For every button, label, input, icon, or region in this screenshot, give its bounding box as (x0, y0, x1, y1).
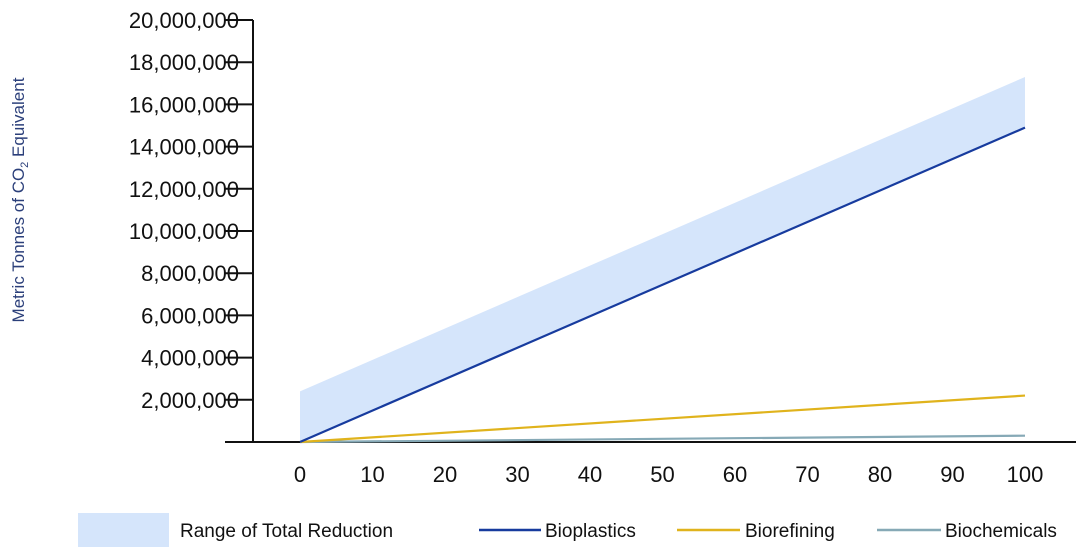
y-tick-label: 20,000,000 (129, 8, 239, 33)
y-tick-label: 12,000,000 (129, 177, 239, 202)
y-tick-label: 2,000,000 (141, 388, 239, 413)
x-tick-label: 60 (723, 462, 747, 487)
x-tick-label: 20 (433, 462, 457, 487)
band-total-reduction (300, 76, 1025, 442)
y-tick-label: 18,000,000 (129, 50, 239, 75)
y-tick-label: 14,000,000 (129, 135, 239, 160)
legend: Range of Total Reduction Bioplastics Biore… (78, 513, 1057, 547)
y-tick-label: 10,000,000 (129, 219, 239, 244)
x-tick-label: 10 (360, 462, 384, 487)
x-tick-label: 70 (795, 462, 819, 487)
x-tick-label: 80 (868, 462, 892, 487)
series-layer (299, 126, 1026, 444)
legend-label-band: Range of Total Reduction (180, 521, 393, 542)
band-layer (300, 76, 1025, 442)
legend-label-biorefining: Biorefining (745, 521, 835, 542)
series-line-bioplastics (299, 126, 1026, 444)
legend-label-biochemicals: Biochemicals (945, 521, 1057, 542)
series-line-biorefining (299, 394, 1026, 444)
x-tick-label: 90 (940, 462, 964, 487)
x-tick-label: 0 (294, 462, 306, 487)
x-tick-label: 40 (578, 462, 602, 487)
y-tick-label: 4,000,000 (141, 346, 239, 371)
legend-label-bioplastics: Bioplastics (545, 521, 636, 542)
y-axis-title-subscript: 2 (19, 162, 31, 168)
x-tick-label: 100 (1007, 462, 1044, 487)
x-tick-layer: 0 10 20 30 40 50 60 70 80 90 100 (294, 462, 1043, 487)
y-axis-title-suffix: Equivalent (9, 77, 28, 161)
y-axis-title-main: Metric Tonnes of CO (9, 168, 28, 323)
y-tick-label: 6,000,000 (141, 303, 239, 328)
x-tick-label: 50 (650, 462, 674, 487)
legend-swatch-band (78, 513, 169, 547)
series-line-biochemicals (299, 434, 1026, 444)
x-tick-label: 30 (505, 462, 529, 487)
y-axis-title: Metric Tonnes of CO2 Equivalent (9, 77, 31, 322)
y-tick-label: 16,000,000 (129, 92, 239, 117)
y-tick-layer: 2,000,000 4,000,000 6,000,000 8,000,000 10,0… (129, 8, 253, 413)
y-tick-label: 8,000,000 (141, 261, 239, 286)
